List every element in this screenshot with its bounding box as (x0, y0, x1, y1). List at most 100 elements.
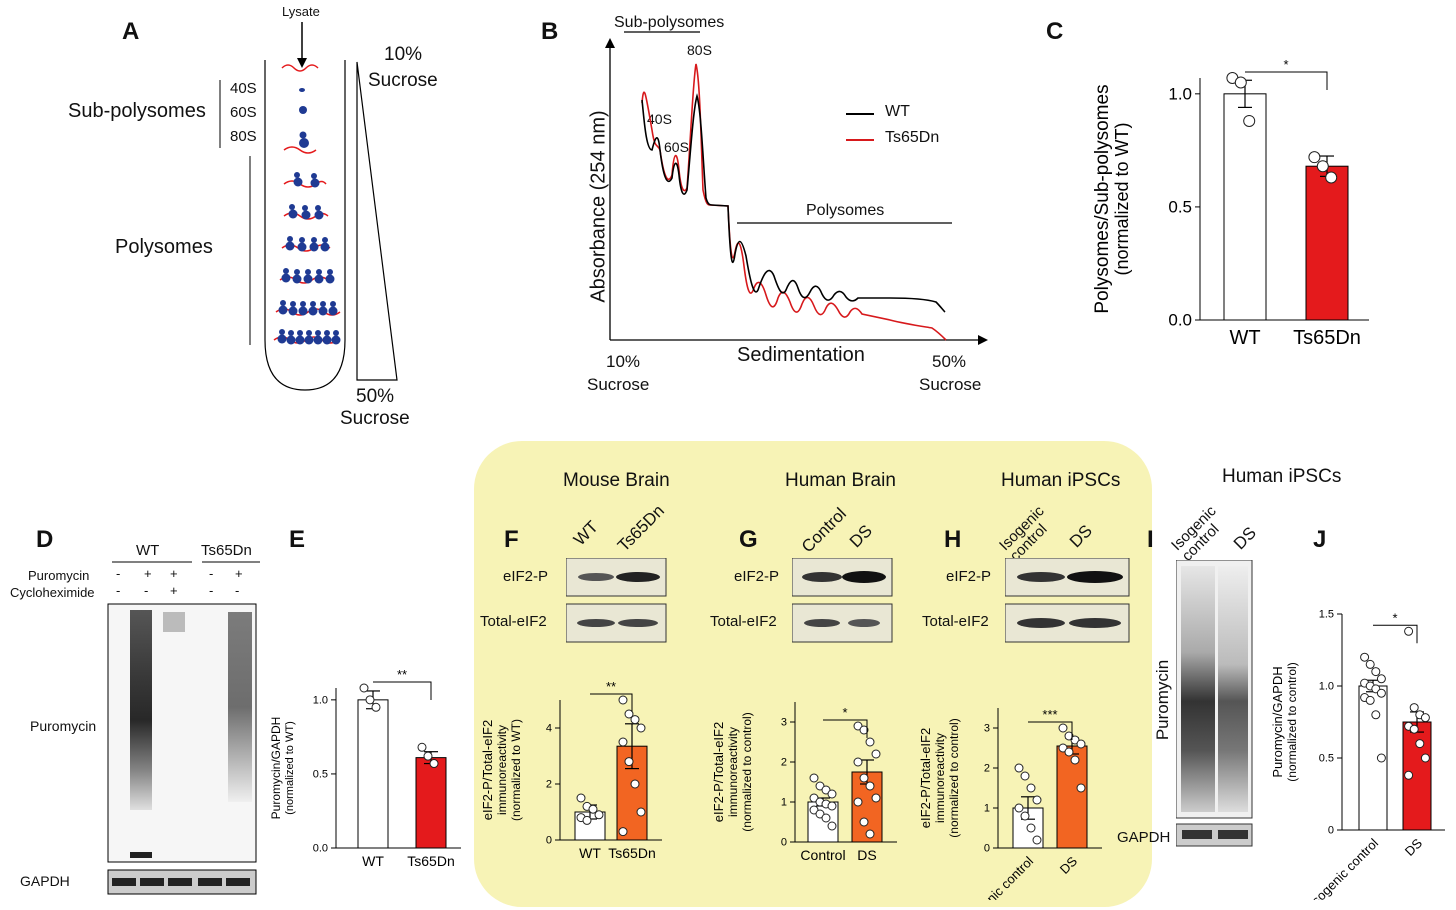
e-bar-0 (357, 699, 389, 849)
subunit-80s: 80S (230, 128, 257, 145)
g-point-1-3 (871, 749, 881, 759)
c-point-0-1 (1234, 76, 1247, 89)
d-sign-1-3: + (170, 566, 178, 581)
d-sign-2-4: - (209, 583, 214, 598)
g-point-1-8 (853, 797, 863, 807)
g-ylabel-1: immunoreactivity (726, 727, 740, 817)
h-category-1: DS (1057, 853, 1081, 877)
f-point-1-4 (618, 737, 628, 747)
f-point-1-5 (624, 757, 634, 767)
j-point-0-11 (1376, 753, 1386, 763)
j-point-1-8 (1404, 770, 1414, 780)
j-ytick-label-2: 1.0 (1319, 681, 1334, 693)
h-ylabel-2: (normalized to control) (947, 718, 961, 837)
f-ytick-label-1: 2 (546, 779, 552, 791)
j-point-0-1 (1365, 659, 1375, 669)
f-ytick-label-0: 0 (546, 835, 552, 847)
j-point-1-7 (1420, 753, 1430, 763)
h-blot2-label: Total-eIF2 (922, 613, 989, 630)
h-point-0-7 (1032, 835, 1042, 845)
c-ylabel-0: Polysomes/Sub-polysomes (1092, 84, 1113, 313)
bottom-percent: 50% (356, 386, 395, 407)
gradient-tube-diagram (219, 22, 398, 391)
d-sign-2-2: - (144, 583, 149, 598)
j-ylabel-0: Puromycin/GAPDH (1270, 666, 1285, 777)
e-ylabel-1: (normalized to WT) (284, 721, 296, 815)
h-ytick-label-3: 3 (984, 723, 990, 735)
ribosome-80s (283, 131, 317, 154)
i-lane-ds: DS (1229, 523, 1260, 554)
j-significance: * (1392, 610, 1397, 625)
f-significance: ** (606, 679, 616, 694)
e-point-0-1 (365, 695, 375, 705)
f-point-0-5 (582, 815, 592, 825)
h-point-0-0 (1014, 763, 1024, 773)
x-right-percent: 50% (932, 352, 967, 371)
g-significance-bracket (823, 719, 868, 738)
g-point-1-2 (865, 737, 875, 747)
j-ytick-label-3: 1.5 (1319, 609, 1334, 621)
g-ylabel-2: (normalized to control) (740, 712, 754, 831)
f-point-1-1 (624, 709, 634, 719)
panel-letter-g: G (739, 526, 758, 553)
x-left-sucrose: Sucrose (587, 375, 650, 394)
c-point-1-1 (1316, 160, 1329, 173)
g-blot2-label: Total-eIF2 (710, 613, 777, 630)
e-point-0-2 (371, 702, 381, 712)
j-significance-bracket (1373, 624, 1418, 644)
chart-h: 0 1 2 3 eIF2-P/Total-eIF2 immunoreactivity (no… (918, 707, 1102, 900)
f-point-1-0 (618, 695, 628, 705)
i-loading-label: GAPDH (1117, 829, 1171, 846)
g-point-1-4 (853, 757, 863, 767)
trace-wt (641, 93, 946, 313)
sub-polysomes-label: Sub-polysomes (68, 100, 206, 122)
d-blot-label: Puromycin (30, 718, 97, 734)
c-point-1-0 (1308, 151, 1321, 164)
polysome-4 (281, 236, 331, 252)
d-sign-2-3: + (170, 583, 178, 598)
trace-ts65dn (641, 63, 947, 341)
polysomes-bar-label: Polysomes (806, 202, 885, 219)
centrifuge-tube (264, 60, 346, 391)
f-point-1-3 (636, 723, 646, 733)
h-significance-bracket (1028, 721, 1073, 740)
bottom-sucrose: Sucrose (340, 408, 410, 429)
c-bar-1 (1305, 165, 1349, 321)
peak-60s: 60S (664, 139, 689, 155)
f-point-1-7 (636, 807, 646, 817)
d-sign-1-2: + (144, 566, 152, 581)
f-point-1-2 (630, 715, 640, 725)
sucrose-gradient-triangle (356, 61, 398, 381)
y-axis-arrowhead (605, 38, 615, 48)
panel-letter-f: F (504, 526, 519, 553)
g-ytick-label-2: 2 (781, 757, 787, 769)
f-point-0-3 (594, 810, 604, 820)
h-point-1-3 (1076, 739, 1086, 749)
panel-letter-d: D (36, 526, 54, 553)
chart-c: 0.0 0.5 1.0 Polysomes/Sub-polysomes (normali… (1092, 57, 1369, 349)
f-point-1-6 (630, 779, 640, 789)
j-point-1-3 (1420, 713, 1430, 723)
h-ytick-label-0: 0 (984, 843, 990, 855)
c-bar-0 (1223, 93, 1267, 321)
h-ylabel-1: immunoreactivity (933, 733, 947, 823)
h-point-0-3 (1032, 795, 1042, 805)
subunit-40s: 40S (230, 80, 257, 97)
h-ytick-label-1: 1 (984, 803, 990, 815)
chart-f: 0 2 4 eIF2-P/Total-eIF2 immunoreactivity (nor… (480, 679, 662, 861)
g-point-0-3 (827, 789, 837, 799)
c-ytick-label-2: 1.0 (1168, 84, 1192, 103)
j-category-1: DS (1402, 835, 1426, 859)
f-category-1: Ts65Dn (608, 845, 655, 861)
d-loading-label: GAPDH (20, 873, 70, 889)
j-point-0-10 (1371, 710, 1381, 720)
g-point-1-1 (859, 725, 869, 735)
e-category-1: Ts65Dn (407, 853, 454, 869)
j-point-1-6 (1415, 739, 1425, 749)
g-ytick-label-1: 1 (781, 797, 787, 809)
top-sucrose: Sucrose (368, 70, 438, 91)
e-category-0: WT (362, 853, 384, 869)
e-ytick-label-0: 0.0 (313, 843, 328, 855)
g-point-1-6 (865, 781, 875, 791)
polysomes-label: Polysomes (115, 236, 213, 258)
